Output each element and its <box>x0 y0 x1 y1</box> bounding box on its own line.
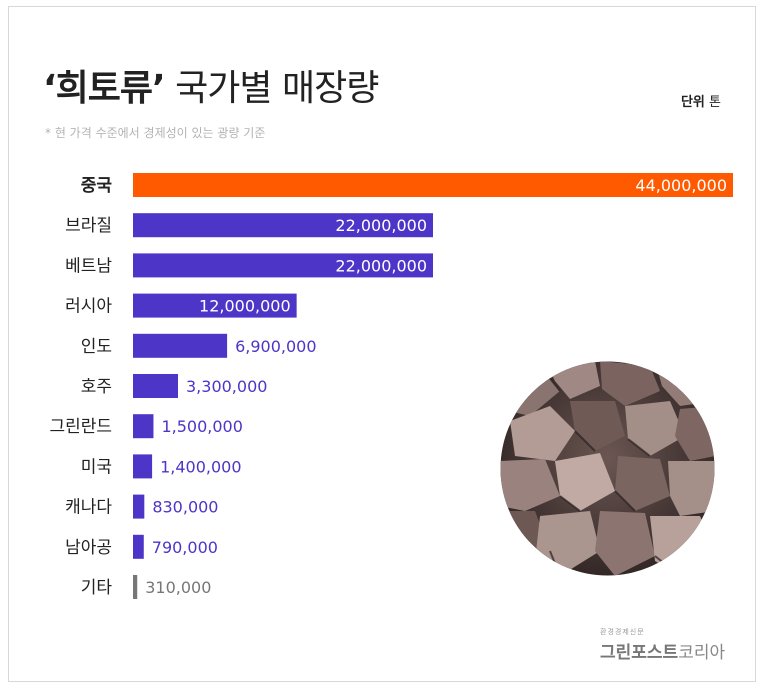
bar <box>133 293 297 318</box>
category-label: 남아공 <box>65 538 112 558</box>
publisher-logo-bold: 그린포스트 <box>600 643 679 663</box>
chart-note: * 현 가격 수준에서 경제성이 있는 광량 기준 <box>45 126 266 140</box>
value-label: 12,000,000 <box>199 297 291 316</box>
publisher-tagline: 환경경제신문 <box>600 628 645 636</box>
category-label: 기타 <box>81 578 113 598</box>
category-label: 베트남 <box>65 256 112 276</box>
publisher-logo-light: 코리아 <box>678 643 726 663</box>
unit-label-key: 단위 <box>680 95 705 110</box>
category-label: 미국 <box>81 457 112 477</box>
chart-title-light: 국가별 매장량 <box>175 68 379 109</box>
category-label: 중국 <box>81 176 113 196</box>
category-label: 인도 <box>81 337 112 357</box>
unit-label: 단위 톤 <box>681 91 721 110</box>
bar <box>133 534 144 559</box>
value-label: 790,000 <box>152 538 218 557</box>
value-label: 22,000,000 <box>335 256 427 275</box>
publisher-logo: 그린포스트코리아 <box>600 638 725 663</box>
bar <box>133 253 433 278</box>
value-label: 6,900,000 <box>235 337 316 356</box>
bar <box>133 414 154 439</box>
category-label: 그린란드 <box>49 417 112 437</box>
rock-pile-photo-icon <box>500 361 715 576</box>
bar <box>133 173 733 197</box>
bar <box>133 374 178 398</box>
infographic-card: ‘희토류’ 국가별 매장량 * 현 가격 수준에서 경제성이 있는 광량 기준 … <box>8 6 756 682</box>
category-label: 호주 <box>81 377 112 397</box>
unit-label-value: 톤 <box>709 95 721 110</box>
category-label: 브라질 <box>65 216 112 236</box>
value-label: 44,000,000 <box>635 176 727 195</box>
chart-title-bold: ‘희토류’ <box>43 68 166 109</box>
bar <box>133 454 153 479</box>
value-label: 22,000,000 <box>335 216 427 235</box>
bar <box>133 494 145 519</box>
category-label: 러시아 <box>65 297 112 317</box>
value-label: 830,000 <box>152 498 218 517</box>
bar <box>133 333 228 358</box>
category-label: 캐나다 <box>65 498 112 518</box>
value-label: 3,300,000 <box>186 377 267 396</box>
value-label: 1,400,000 <box>160 457 241 476</box>
bar <box>133 575 138 599</box>
chart-title: ‘희토류’ 국가별 매장량 <box>43 59 379 111</box>
bar <box>133 213 433 238</box>
value-label: 310,000 <box>145 578 211 597</box>
value-label: 1,500,000 <box>161 417 242 436</box>
